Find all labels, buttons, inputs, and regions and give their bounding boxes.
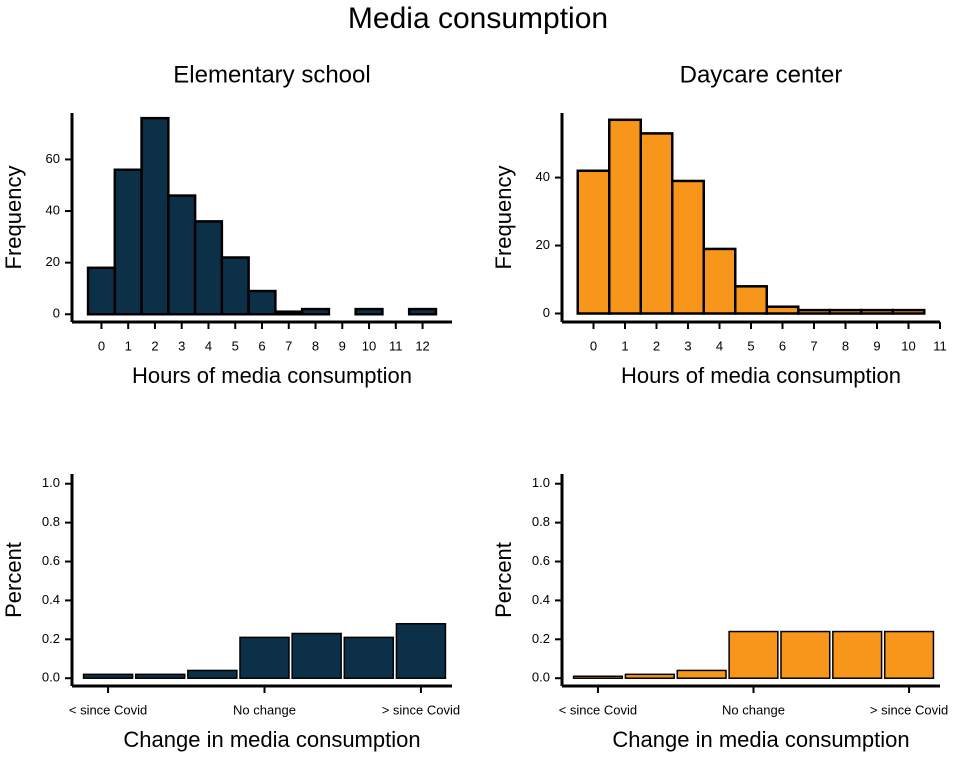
bar <box>274 310 304 316</box>
panel-title: Daycare center <box>680 61 843 88</box>
y-tick-label: 0.8 <box>532 514 550 529</box>
bar <box>639 132 674 315</box>
x-tick-label: 3 <box>178 338 185 353</box>
bar <box>734 285 768 315</box>
bar <box>608 118 642 315</box>
y-tick-label: 40 <box>46 202 60 217</box>
bar <box>797 308 831 315</box>
y-tick-label: 0 <box>543 305 550 320</box>
bar <box>407 307 438 316</box>
x-tick-label: 4 <box>205 338 212 353</box>
bar <box>624 673 675 679</box>
x-tick-label: 7 <box>810 338 817 353</box>
x-tick-label: 9 <box>873 338 880 353</box>
panel-title: Elementary school <box>173 61 370 88</box>
bar <box>395 623 447 679</box>
x-axis-label: Hours of media consumption <box>132 363 412 388</box>
x-tick-label: < since Covid <box>559 702 637 717</box>
x-tick-label: 8 <box>312 338 319 353</box>
bar <box>113 168 143 316</box>
x-tick-label: 5 <box>747 338 754 353</box>
bar <box>883 630 935 679</box>
y-tick-label: 1.0 <box>532 475 550 490</box>
bar <box>167 194 197 316</box>
y-tick-label: 0.6 <box>532 553 550 568</box>
x-tick-label: No change <box>233 702 296 717</box>
bar <box>140 116 170 316</box>
y-tick-label: 20 <box>46 254 60 269</box>
y-axis-label: Percent <box>491 542 516 618</box>
bar <box>300 307 331 316</box>
x-tick-label: 8 <box>842 338 849 353</box>
bar <box>702 247 737 315</box>
y-axis-label: Frequency <box>1 166 26 270</box>
bar <box>354 307 384 316</box>
x-tick-label: No change <box>722 702 785 717</box>
y-tick-label: 0.2 <box>42 631 60 646</box>
x-axis-label: Change in media consumption <box>612 727 909 752</box>
y-tick-label: 40 <box>536 169 550 184</box>
y-tick-label: 0.4 <box>42 592 60 607</box>
bar <box>728 630 779 679</box>
bar <box>291 632 342 679</box>
y-tick-label: 0.2 <box>532 631 550 646</box>
bar <box>343 636 395 679</box>
bar <box>828 308 863 315</box>
x-tick-label: 1 <box>125 338 132 353</box>
figure-title: Media consumption <box>348 2 608 35</box>
x-axis-label: Change in media consumption <box>123 727 420 752</box>
bar <box>671 179 705 315</box>
bar <box>220 256 250 316</box>
x-tick-label: 11 <box>933 338 947 353</box>
bar <box>193 220 224 316</box>
x-tick-label: < since Covid <box>69 702 147 717</box>
x-tick-label: 12 <box>415 338 429 353</box>
y-tick-label: 0.6 <box>42 553 60 568</box>
x-tick-label: 3 <box>684 338 691 353</box>
y-axis-label: Percent <box>1 542 26 618</box>
bar <box>765 305 800 315</box>
bar <box>82 673 134 679</box>
x-tick-label: 2 <box>151 338 158 353</box>
y-tick-label: 60 <box>46 151 60 166</box>
y-tick-label: 0.4 <box>532 592 550 607</box>
x-tick-label: 5 <box>232 338 239 353</box>
y-tick-label: 0.0 <box>42 670 60 685</box>
bar <box>676 669 727 679</box>
bar <box>247 289 277 316</box>
bar <box>576 169 611 315</box>
x-tick-label: 9 <box>339 338 346 353</box>
bar <box>832 630 883 679</box>
y-tick-label: 0.0 <box>532 670 550 685</box>
bar <box>780 630 831 679</box>
bar <box>239 636 290 679</box>
y-tick-label: 1.0 <box>42 475 60 490</box>
x-tick-label: 6 <box>258 338 265 353</box>
y-axis-label: Frequency <box>491 166 516 270</box>
y-tick-label: 0.8 <box>42 514 60 529</box>
bar <box>134 673 186 679</box>
bar <box>187 669 238 679</box>
bar <box>86 266 117 316</box>
x-tick-label: 2 <box>653 338 660 353</box>
bar <box>891 308 926 315</box>
x-tick-label: 0 <box>590 338 597 353</box>
bar <box>860 308 894 315</box>
x-tick-label: > since Covid <box>870 702 948 717</box>
x-tick-label: 7 <box>285 338 292 353</box>
x-tick-label: > since Covid <box>382 702 460 717</box>
x-tick-label: 10 <box>901 338 915 353</box>
y-tick-label: 20 <box>536 237 550 252</box>
x-tick-label: 6 <box>779 338 786 353</box>
x-tick-label: 1 <box>621 338 628 353</box>
x-tick-label: 0 <box>98 338 105 353</box>
x-tick-label: 11 <box>389 338 403 353</box>
x-tick-label: 10 <box>362 338 376 353</box>
y-tick-label: 0 <box>53 306 60 321</box>
x-tick-label: 4 <box>716 338 723 353</box>
bar <box>572 675 624 679</box>
x-axis-label: Hours of media consumption <box>621 363 901 388</box>
